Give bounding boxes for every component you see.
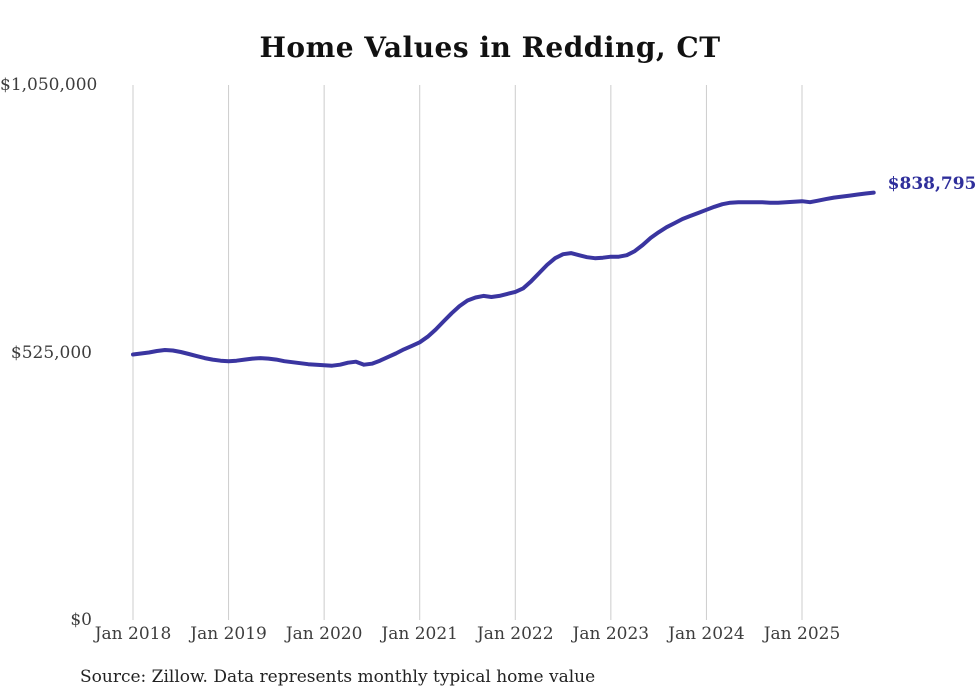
x-axis-label: Jan 2025 [763, 624, 841, 644]
x-axis-label: Jan 2022 [476, 624, 554, 644]
latest-value-label: $838,795 [887, 173, 977, 194]
x-axis-label: Jan 2019 [190, 624, 267, 644]
chart-title: Home Values in Redding, CT [259, 31, 721, 64]
y-axis-label: $525,000 [10, 342, 92, 363]
source-note: Source: Zillow. Data represents monthly … [80, 667, 596, 687]
x-axis-label: Jan 2021 [381, 624, 458, 644]
home-value-line-series [131, 190, 876, 368]
x-axis-label: Jan 2023 [572, 624, 650, 644]
x-axis-label: Jan 2024 [668, 624, 745, 644]
x-axis-label: Jan 2018 [94, 624, 172, 644]
x-axis-label: Jan 2020 [285, 624, 363, 644]
y-axis-label: $0 [70, 610, 92, 630]
y-axis-label: $1,050,000 [0, 75, 98, 95]
gridlines [132, 85, 803, 620]
